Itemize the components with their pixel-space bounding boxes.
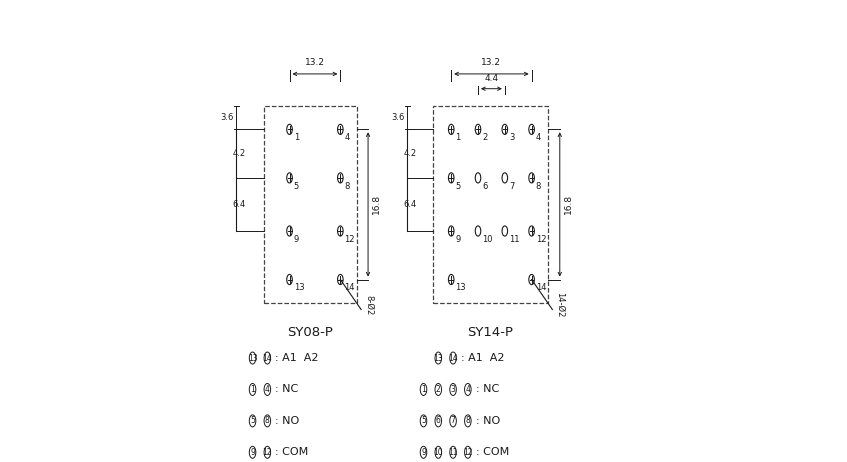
Text: 1: 1 [250,385,255,394]
Text: 13: 13 [248,353,257,363]
Text: 4: 4 [536,133,541,142]
Text: 13: 13 [294,283,304,292]
Text: 14: 14 [345,283,355,292]
Text: 8: 8 [466,416,470,426]
Text: 3.6: 3.6 [391,113,405,122]
Text: 8-Ø2: 8-Ø2 [364,295,374,315]
Text: 6.4: 6.4 [404,200,417,209]
Text: 6: 6 [482,182,488,190]
Text: 13: 13 [456,283,466,292]
Text: 12: 12 [263,448,272,457]
Text: : NO: : NO [476,416,500,426]
Text: 12: 12 [536,235,546,243]
Text: SY14-P: SY14-P [468,326,513,339]
Text: : NO: : NO [275,416,300,426]
Text: 4.2: 4.2 [404,149,417,158]
Text: 11: 11 [448,448,458,457]
Text: 4: 4 [265,385,270,394]
Text: 8: 8 [536,182,541,190]
Text: 8: 8 [345,182,350,190]
Text: 14: 14 [448,353,458,363]
Text: 13: 13 [434,353,443,363]
Text: 3.6: 3.6 [221,113,234,122]
Text: 7: 7 [509,182,514,190]
Text: 4.4: 4.4 [484,74,499,83]
Text: 16.8: 16.8 [372,195,381,214]
Text: 3: 3 [509,133,514,142]
Text: 1: 1 [421,385,426,394]
Text: : COM: : COM [275,447,308,457]
Text: 12: 12 [345,235,355,243]
Text: 6: 6 [436,416,440,426]
Text: 2: 2 [436,385,440,394]
Text: 10: 10 [434,448,443,457]
Text: 5: 5 [421,416,426,426]
Text: 2: 2 [482,133,487,142]
Text: 5: 5 [294,182,299,190]
Text: : COM: : COM [476,447,509,457]
Text: 9: 9 [456,235,461,243]
Text: 5: 5 [250,416,255,426]
Text: : NC: : NC [275,384,298,395]
Text: 5: 5 [456,182,461,190]
Text: 10: 10 [482,235,493,243]
Text: 13.2: 13.2 [481,58,501,67]
Text: 9: 9 [250,448,255,457]
Text: 4: 4 [345,133,350,142]
Text: SY08-P: SY08-P [287,326,333,339]
Text: 9: 9 [294,235,299,243]
Text: : NC: : NC [476,384,499,395]
Text: 14: 14 [263,353,272,363]
Text: 8: 8 [265,416,269,426]
Text: 6.4: 6.4 [233,200,246,209]
Text: 1: 1 [456,133,461,142]
Text: 3: 3 [451,385,456,394]
Text: 4.2: 4.2 [233,149,246,158]
Text: 14-Ø2: 14-Ø2 [556,292,565,317]
Text: 1: 1 [294,133,299,142]
Text: 12: 12 [463,448,473,457]
Text: 16.8: 16.8 [563,195,573,214]
Text: : A1  A2: : A1 A2 [461,353,505,363]
Text: 9: 9 [421,448,426,457]
Text: : A1  A2: : A1 A2 [275,353,318,363]
Text: 14: 14 [536,283,546,292]
Text: 4: 4 [465,385,470,394]
Text: 7: 7 [451,416,456,426]
Text: 11: 11 [509,235,519,243]
Text: 13.2: 13.2 [305,58,325,67]
